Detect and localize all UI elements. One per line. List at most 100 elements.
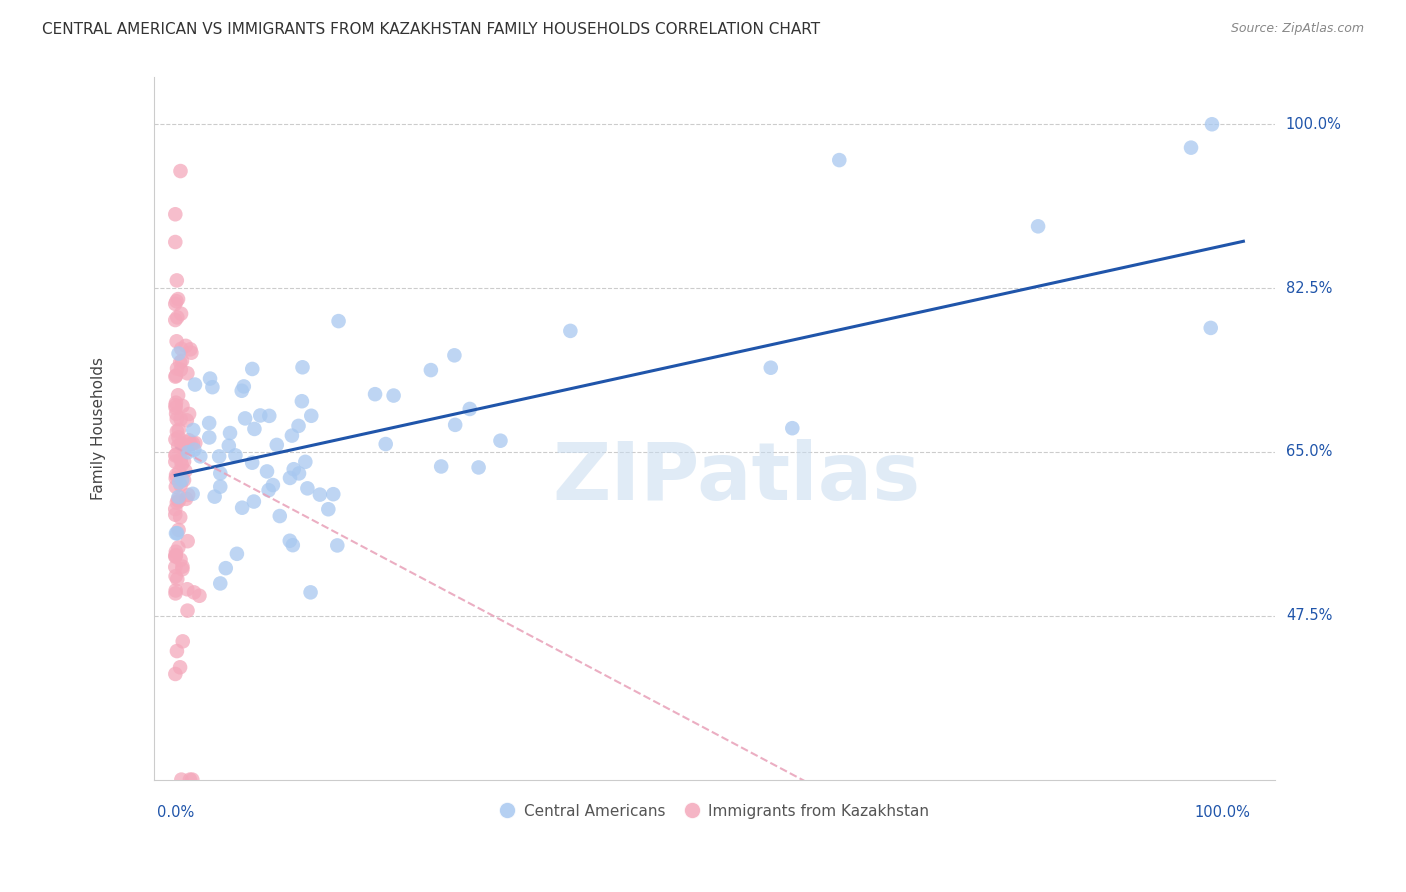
Immigrants from Kazakhstan <box>176 582 198 597</box>
Immigrants from Kazakhstan <box>167 423 190 437</box>
Central Americans <box>364 387 387 401</box>
Immigrants from Kazakhstan <box>165 667 187 681</box>
Central Americans <box>326 538 349 552</box>
Immigrants from Kazakhstan <box>176 366 198 380</box>
Central Americans <box>256 465 278 479</box>
Central Americans <box>198 416 221 430</box>
Central Americans <box>328 314 350 328</box>
Central Americans <box>243 494 266 508</box>
Central Americans <box>458 401 481 416</box>
Immigrants from Kazakhstan <box>167 523 190 537</box>
Immigrants from Kazakhstan <box>165 471 187 485</box>
Central Americans <box>278 533 301 548</box>
Text: 100.0%: 100.0% <box>1195 805 1250 820</box>
Immigrants from Kazakhstan <box>165 369 187 384</box>
Central Americans <box>183 442 205 457</box>
Immigrants from Kazakhstan <box>179 343 201 357</box>
Immigrants from Kazakhstan <box>166 310 188 325</box>
Immigrants from Kazakhstan <box>167 494 190 508</box>
Immigrants from Kazakhstan <box>167 541 190 555</box>
Immigrants from Kazakhstan <box>184 436 207 450</box>
Central Americans <box>489 434 512 448</box>
Immigrants from Kazakhstan <box>176 534 198 549</box>
Central Americans <box>560 324 582 338</box>
Immigrants from Kazakhstan <box>165 368 187 383</box>
Central Americans <box>225 547 247 561</box>
Text: CENTRAL AMERICAN VS IMMIGRANTS FROM KAZAKHSTAN FAMILY HOUSEHOLDS CORRELATION CHA: CENTRAL AMERICAN VS IMMIGRANTS FROM KAZA… <box>42 22 820 37</box>
Immigrants from Kazakhstan <box>170 362 193 376</box>
Central Americans <box>1199 321 1222 335</box>
Immigrants from Kazakhstan <box>180 345 202 359</box>
Central Americans <box>257 483 280 498</box>
Central Americans <box>243 422 266 436</box>
Text: 65.0%: 65.0% <box>1286 444 1333 459</box>
Immigrants from Kazakhstan <box>170 772 193 787</box>
Immigrants from Kazakhstan <box>165 569 187 583</box>
Immigrants from Kazakhstan <box>177 434 200 448</box>
Immigrants from Kazakhstan <box>169 478 191 492</box>
Immigrants from Kazakhstan <box>173 454 195 468</box>
Text: ZIPatlas: ZIPatlas <box>553 439 921 516</box>
Immigrants from Kazakhstan <box>167 430 190 444</box>
Immigrants from Kazakhstan <box>165 207 187 221</box>
Immigrants from Kazakhstan <box>170 452 193 467</box>
Immigrants from Kazakhstan <box>165 398 187 412</box>
Central Americans <box>318 502 340 516</box>
Immigrants from Kazakhstan <box>165 468 187 483</box>
Text: 0.0%: 0.0% <box>156 805 194 820</box>
Central Americans <box>262 478 284 492</box>
Immigrants from Kazakhstan <box>165 449 187 463</box>
Immigrants from Kazakhstan <box>165 560 187 574</box>
Central Americans <box>231 500 253 515</box>
Immigrants from Kazakhstan <box>170 458 193 472</box>
Central Americans <box>240 362 263 376</box>
Central Americans <box>218 439 240 453</box>
Central Americans <box>232 379 254 393</box>
Immigrants from Kazakhstan <box>176 413 198 427</box>
Central Americans <box>1180 141 1202 155</box>
Central Americans <box>181 487 204 501</box>
Central Americans <box>269 509 291 524</box>
Central Americans <box>278 471 301 485</box>
Immigrants from Kazakhstan <box>165 433 187 447</box>
Central Americans <box>443 348 465 362</box>
Text: 47.5%: 47.5% <box>1286 608 1333 624</box>
Immigrants from Kazakhstan <box>165 549 187 564</box>
Immigrants from Kazakhstan <box>165 297 187 311</box>
Central Americans <box>209 480 232 494</box>
Central Americans <box>291 394 314 409</box>
Central Americans <box>233 411 256 425</box>
Immigrants from Kazakhstan <box>166 334 188 349</box>
Central Americans <box>177 445 200 459</box>
Text: Family Households: Family Households <box>91 357 105 500</box>
Central Americans <box>288 467 311 481</box>
Immigrants from Kazakhstan <box>177 407 200 421</box>
Immigrants from Kazakhstan <box>165 395 187 409</box>
Central Americans <box>181 423 204 437</box>
Text: Source: ZipAtlas.com: Source: ZipAtlas.com <box>1230 22 1364 36</box>
Central Americans <box>299 409 322 423</box>
Central Americans <box>204 490 226 504</box>
Immigrants from Kazakhstan <box>172 559 194 574</box>
Central Americans <box>184 377 207 392</box>
Immigrants from Kazakhstan <box>165 448 187 462</box>
Central Americans <box>467 460 489 475</box>
Central Americans <box>299 585 322 599</box>
Central Americans <box>294 455 316 469</box>
Central Americans <box>1201 117 1223 131</box>
Central Americans <box>419 363 441 377</box>
Immigrants from Kazakhstan <box>165 508 187 522</box>
Immigrants from Kazakhstan <box>180 437 202 451</box>
Central Americans <box>208 450 231 464</box>
Immigrants from Kazakhstan <box>166 495 188 509</box>
Immigrants from Kazakhstan <box>176 435 198 450</box>
Central Americans <box>283 462 305 476</box>
Immigrants from Kazakhstan <box>165 545 187 559</box>
Immigrants from Kazakhstan <box>174 441 197 455</box>
Central Americans <box>259 409 281 423</box>
Central Americans <box>167 346 190 360</box>
Central Americans <box>167 475 190 490</box>
Immigrants from Kazakhstan <box>174 339 197 353</box>
Central Americans <box>374 437 396 451</box>
Immigrants from Kazakhstan <box>166 361 188 376</box>
